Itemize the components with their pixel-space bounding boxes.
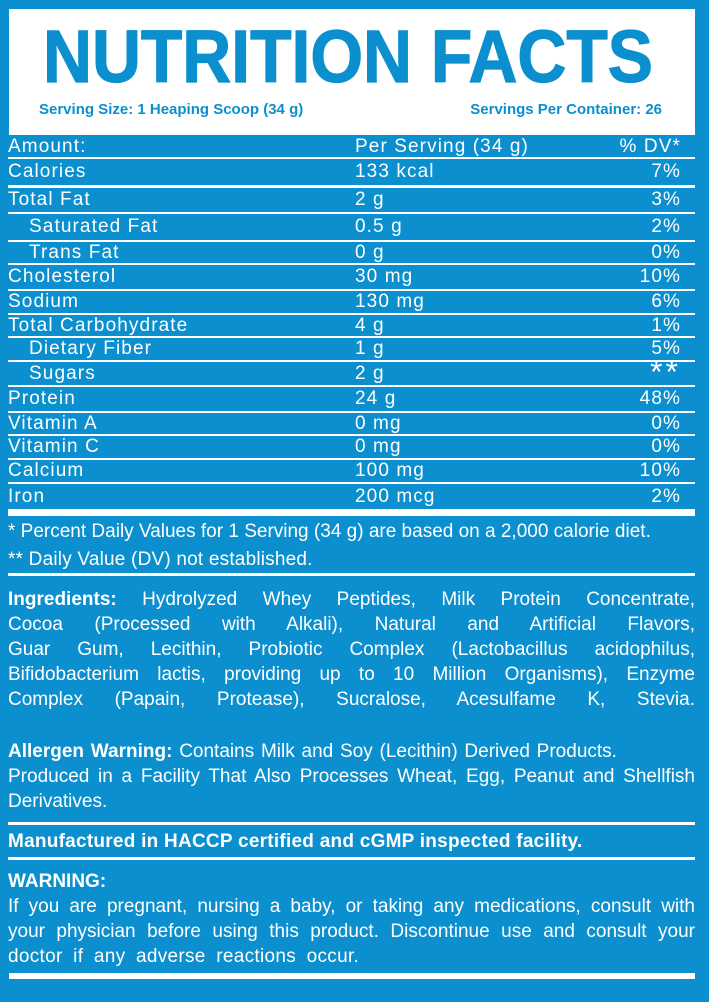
svg-text:NUTRITION FACTS: NUTRITION FACTS [43, 15, 653, 98]
